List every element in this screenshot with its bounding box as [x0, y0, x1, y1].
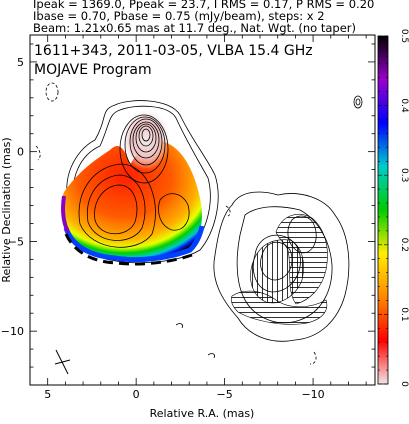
axes-group: 5 0 −5 −10 5 0 −5 −10 [1, 35, 375, 401]
core-glow [122, 110, 170, 170]
sw-hatched-horizontal [275, 214, 328, 305]
colorbar-bar [377, 35, 389, 385]
colorbar-tick-label: 0 [399, 381, 409, 387]
y-tick-label: −10 [1, 325, 24, 338]
outer-contour-main [66, 100, 219, 264]
faint-contour-e2 [355, 98, 361, 106]
faint-contour-mid [225, 205, 231, 217]
faint-contour-e [353, 95, 363, 109]
polarization-lobe-image [61, 141, 202, 260]
header-line-2: Ibase = 0.70, Pbase = 0.75 (mJy/beam), s… [33, 9, 325, 23]
plot-subtitle: MOJAVE Program [34, 62, 152, 78]
faint-contour-w [35, 145, 41, 161]
faint-contour-ne [45, 82, 59, 102]
x-tick-label: −10 [301, 388, 324, 401]
x-axis-title: Relative R.A. (mas) [150, 407, 255, 420]
faint-contour-sw [175, 323, 183, 329]
colorbar: 0 0.1 0.2 0.3 0.4 0.5 [377, 29, 409, 387]
faint-contour-s [309, 351, 317, 365]
colorbar-tick-label: 0.3 [399, 168, 409, 182]
x-tick-label: −5 [217, 388, 233, 401]
plot-title: 1611+343, 2011-03-05, VLBA 15.4 GHz [34, 43, 313, 59]
y-axis-title: Relative Declination (mas) [0, 137, 13, 282]
y-tick-label: 0 [17, 146, 24, 159]
y-tick-label: 5 [17, 56, 24, 69]
lobe-rim-violet [61, 195, 70, 233]
lobe-rim-black [64, 233, 193, 266]
x-tick-label: 0 [133, 388, 140, 401]
lobe-rim-blue [63, 225, 205, 263]
beam-cross-minor [54, 359, 71, 365]
colorbar-tick-label: 0.2 [399, 238, 409, 252]
header-line-1: Ipeak = 1369.0, Ppeak = 23.7, I RMS = 0.… [33, 0, 375, 11]
y-tick-label: −5 [8, 235, 24, 248]
core-contours [119, 114, 169, 184]
header-line-3: Beam: 1.21x0.65 mas at 11.7 deg., Nat. W… [33, 21, 356, 35]
sw-component-outer-contour [213, 191, 350, 342]
faint-contour-se [207, 353, 215, 359]
plot-frame [29, 34, 376, 386]
sw-hatched-lower [230, 290, 328, 325]
colorbar-tick-label: 0.4 [399, 98, 409, 113]
lobe-contours [78, 163, 190, 248]
colorbar-tick-label: 0.5 [399, 29, 409, 43]
colorbar-tick-label: 0.1 [399, 307, 409, 321]
x-tick-label: 5 [44, 388, 51, 401]
